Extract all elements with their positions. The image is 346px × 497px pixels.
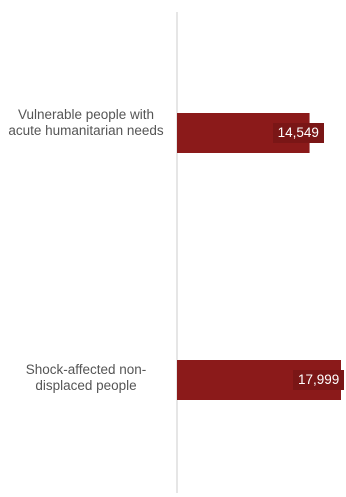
category-label-shock-affected: Shock-affected non-displaced people: [25, 362, 147, 393]
category-label-vulnerable-people: Vulnerable people with acute humanitaria…: [8, 107, 164, 138]
value-label-vulnerable-people: 14,549: [272, 123, 324, 143]
value-label-shock-affected: 17,999: [293, 370, 345, 390]
